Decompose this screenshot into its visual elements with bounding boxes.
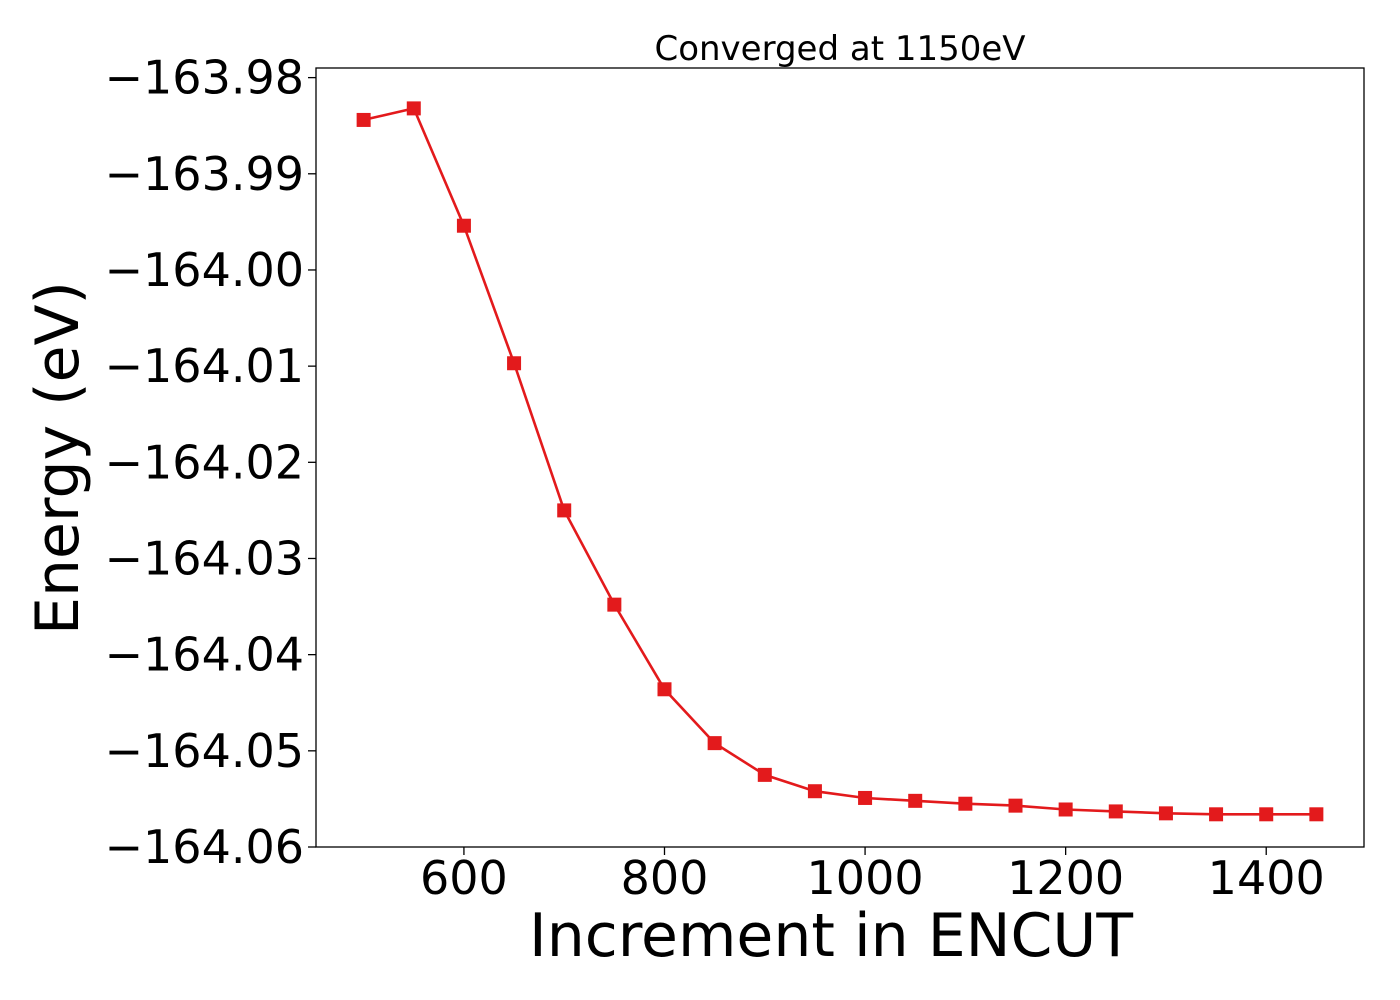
data-point xyxy=(958,796,973,811)
data-point xyxy=(657,682,672,697)
y-tick-label: −164.01 xyxy=(105,339,305,393)
data-point xyxy=(858,790,873,805)
x-tick-label: 1400 xyxy=(1208,851,1325,905)
chart-title: Converged at 1150eV xyxy=(654,29,1025,69)
plot-area: 600 800 1000 1200 1400 −163.98 −163.99 −164.00 −… xyxy=(105,51,1365,905)
data-point xyxy=(1108,804,1123,819)
series-line xyxy=(363,106,1317,816)
data-point xyxy=(557,503,572,518)
data-point xyxy=(1158,806,1173,821)
x-tick-label: 1200 xyxy=(1007,851,1124,905)
y-tick-label: −164.06 xyxy=(105,820,305,874)
data-point xyxy=(908,793,923,808)
y-tick-label: −163.99 xyxy=(105,147,305,201)
data-point xyxy=(807,784,822,799)
x-tick-label: 1000 xyxy=(807,851,924,905)
data-point xyxy=(456,218,471,233)
y-axis-label: Energy (eV) xyxy=(23,281,93,635)
data-point xyxy=(406,101,421,116)
data-point xyxy=(1209,807,1224,822)
plot-frame xyxy=(315,67,1365,848)
data-point xyxy=(757,767,772,782)
x-tick-label: 800 xyxy=(621,851,709,905)
x-tick-label: 600 xyxy=(420,851,508,905)
data-point xyxy=(1058,802,1073,817)
y-tick-label: −164.04 xyxy=(105,628,305,682)
data-point xyxy=(1259,807,1274,822)
y-tick-label: −164.00 xyxy=(105,243,305,297)
data-point xyxy=(607,597,622,612)
y-tick-label: −163.98 xyxy=(105,51,305,105)
data-point xyxy=(707,736,722,751)
y-tick-label: −164.05 xyxy=(105,724,305,778)
data-point xyxy=(507,356,522,371)
data-point xyxy=(1309,807,1324,822)
data-point xyxy=(1008,798,1023,813)
y-tick-label: −164.03 xyxy=(105,531,305,585)
data-point xyxy=(356,112,371,127)
y-tick-label: −164.02 xyxy=(105,435,305,489)
x-axis-label: Increment in ENCUT xyxy=(529,901,1133,971)
